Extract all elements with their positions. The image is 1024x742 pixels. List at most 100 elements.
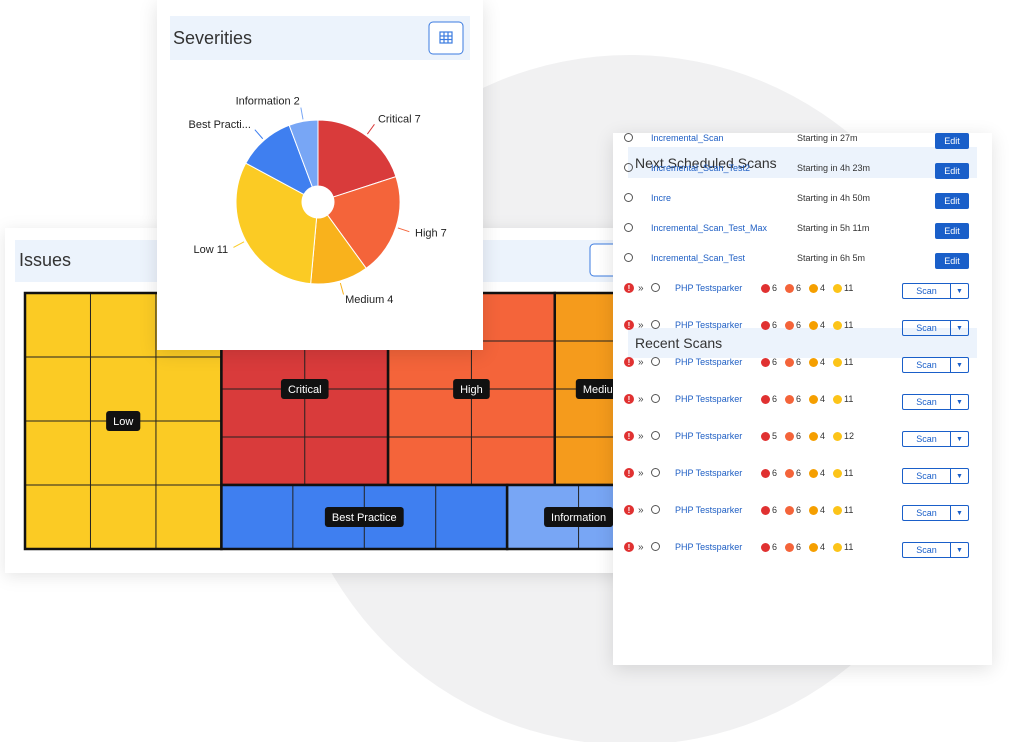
scan-button[interactable]: Scan ▼ — [902, 357, 969, 373]
status-icon: ! — [624, 505, 634, 515]
severity-dot — [785, 320, 795, 330]
severity-dot — [833, 320, 843, 330]
scan-button[interactable]: Scan ▼ — [902, 542, 969, 558]
slice-label: Information 2 — [236, 96, 300, 108]
edit-button[interactable]: Edit — [935, 133, 969, 149]
count-value: 11 — [844, 505, 854, 515]
scan-name[interactable]: PHP Testsparker — [675, 394, 743, 404]
edit-button[interactable]: Edit — [935, 163, 969, 179]
count-value: 11 — [844, 320, 854, 330]
severity-dot — [761, 542, 770, 552]
count-value: 6 — [772, 505, 778, 515]
scan-name[interactable]: PHP Testsparker — [675, 431, 743, 441]
clock-icon — [624, 253, 633, 262]
recent-title: Recent Scans — [635, 335, 723, 351]
counts: 6 6 4 11 — [761, 320, 861, 330]
scan-name[interactable]: PHP Testsparker — [675, 283, 743, 293]
edit-button[interactable]: Edit — [935, 253, 969, 269]
trigger-icon: » — [638, 320, 644, 331]
scan-label: Scan — [916, 397, 937, 407]
scan-button[interactable]: Scan ▼ — [902, 394, 969, 410]
count-value: 6 — [772, 357, 778, 367]
scan-dropdown[interactable]: ▼ — [950, 321, 968, 335]
count-value: 11 — [844, 542, 854, 552]
scan-name[interactable]: Incre — [651, 193, 672, 203]
scan-button[interactable]: Scan ▼ — [902, 283, 969, 299]
scan-name[interactable]: PHP Testsparker — [675, 505, 743, 515]
severity-dot — [785, 283, 795, 293]
scan-dropdown[interactable]: ▼ — [950, 358, 968, 372]
tile-label-bg — [453, 379, 490, 399]
count: 6 — [785, 320, 801, 330]
severity-dot — [761, 468, 770, 478]
count: 11 — [833, 468, 853, 478]
scheduled-row: Incremental_Scan_Test2 Starting in 4h 23m… — [613, 163, 992, 193]
leader-line — [366, 124, 375, 135]
scan-button[interactable]: Scan ▼ — [902, 468, 969, 484]
severities-header — [170, 16, 470, 60]
counts: 6 6 4 11 — [761, 283, 861, 293]
scan-name[interactable]: PHP Testsparker — [675, 542, 743, 552]
scan-name[interactable]: PHP Testsparker — [675, 468, 743, 478]
table-icon — [439, 31, 453, 44]
severity-dot — [833, 283, 843, 293]
scheduled-row: Incre Starting in 4h 50m Edit — [613, 193, 992, 223]
severity-dot — [761, 320, 770, 330]
scan-button[interactable]: Scan ▼ — [902, 320, 969, 336]
status-icon: ! — [624, 431, 634, 441]
count: 4 — [809, 505, 825, 515]
scan-label: Scan — [916, 286, 937, 296]
pie-slice — [235, 162, 318, 285]
scan-dropdown[interactable]: ▼ — [950, 506, 968, 520]
count: 6 — [761, 320, 777, 330]
scan-button[interactable]: Scan ▼ — [902, 431, 969, 447]
scan-name[interactable]: PHP Testsparker — [675, 357, 743, 367]
edit-button[interactable]: Edit — [935, 223, 969, 239]
count-value: 6 — [796, 283, 802, 293]
scan-dropdown[interactable]: ▼ — [950, 284, 968, 298]
scan-button[interactable]: Scan ▼ — [902, 505, 969, 521]
scan-name[interactable]: Incremental_Scan — [651, 133, 724, 143]
severity-dot — [809, 320, 819, 330]
count-value: 11 — [844, 357, 854, 367]
scan-name[interactable]: Incremental_Scan_Test2 — [651, 163, 751, 173]
count: 6 — [761, 394, 777, 404]
severity-dot — [833, 542, 843, 552]
clock-icon — [651, 394, 660, 403]
clock-icon — [651, 542, 660, 551]
counts: 6 6 4 11 — [761, 357, 861, 367]
scan-label: Scan — [916, 471, 937, 481]
severities-chart: Severities Critical 7 High 7 Medium 4 Low 1… — [170, 16, 470, 307]
scan-start: Starting in 4h 23m — [797, 163, 871, 173]
severity-dot — [809, 394, 819, 404]
count: 4 — [809, 283, 825, 293]
severity-dot — [785, 542, 795, 552]
trigger-icon: » — [638, 542, 644, 553]
scan-dropdown[interactable]: ▼ — [950, 469, 968, 483]
recent-row: ! » PHP Testsparker 6 6 4 11 Scan ▼ — [613, 542, 992, 579]
scan-name[interactable]: Incremental_Scan_Test_Max — [651, 223, 768, 233]
scan-name[interactable]: PHP Testsparker — [675, 320, 743, 330]
recent-row: ! » PHP Testsparker 6 6 4 11 Scan ▼ — [613, 320, 992, 357]
count: 11 — [833, 542, 853, 552]
count: 6 — [785, 394, 801, 404]
scan-dropdown[interactable]: ▼ — [950, 395, 968, 409]
clock-icon — [624, 163, 633, 172]
edit-button[interactable]: Edit — [935, 193, 969, 209]
count: 4 — [809, 394, 825, 404]
pie: Critical 7 High 7 Medium 4 Low 11 Best Pract… — [189, 96, 447, 307]
count: 6 — [761, 357, 777, 367]
scan-dropdown[interactable]: ▼ — [950, 432, 968, 446]
tile-label: Critical — [288, 384, 322, 396]
table-button[interactable] — [428, 21, 464, 55]
count-value: 6 — [796, 468, 802, 478]
count-value: 4 — [820, 320, 826, 330]
severity-dot — [785, 468, 795, 478]
scan-start: Starting in 5h 11m — [797, 223, 870, 233]
severity-dot — [809, 468, 819, 478]
scan-name[interactable]: Incremental_Scan_Test — [651, 253, 746, 263]
counts: 6 6 4 11 — [761, 505, 861, 515]
scan-dropdown[interactable]: ▼ — [950, 543, 968, 557]
tile-label: High — [460, 384, 483, 396]
